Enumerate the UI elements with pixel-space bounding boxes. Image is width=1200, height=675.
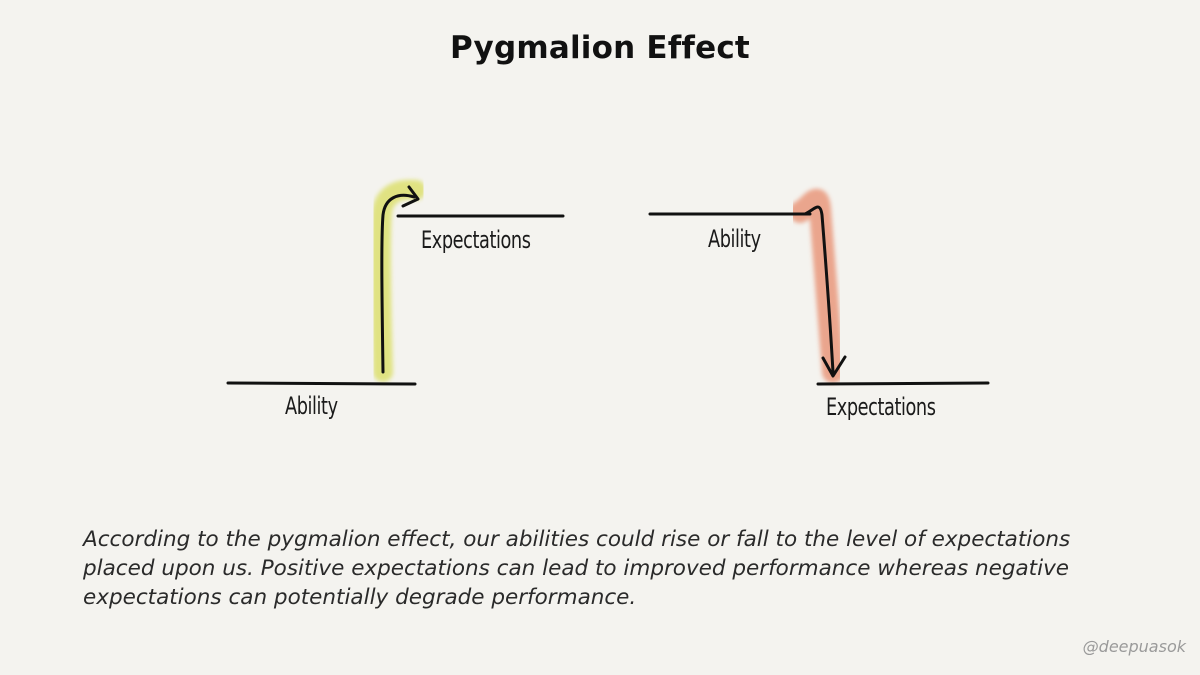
caption-text: According to the pygmalion effect, our a… [83, 527, 1071, 610]
right-lower-label: Expectations [826, 393, 936, 421]
ability-baseline [226, 381, 417, 386]
author-handle: @deepuasok [1082, 637, 1186, 656]
expectations-baseline [816, 381, 990, 386]
rise-arrow [380, 193, 416, 374]
page-title: Pygmalion Effect [450, 30, 750, 66]
fall-diagram [648, 188, 990, 386]
right-upper-label: Ability [708, 225, 761, 253]
fall-arrow [803, 205, 835, 374]
rise-diagram [226, 179, 565, 386]
left-upper-label: Expectations [421, 226, 531, 254]
rise-arrowhead [401, 185, 420, 208]
left-lower-label: Ability [285, 392, 338, 420]
fall-arrowhead [821, 355, 847, 378]
